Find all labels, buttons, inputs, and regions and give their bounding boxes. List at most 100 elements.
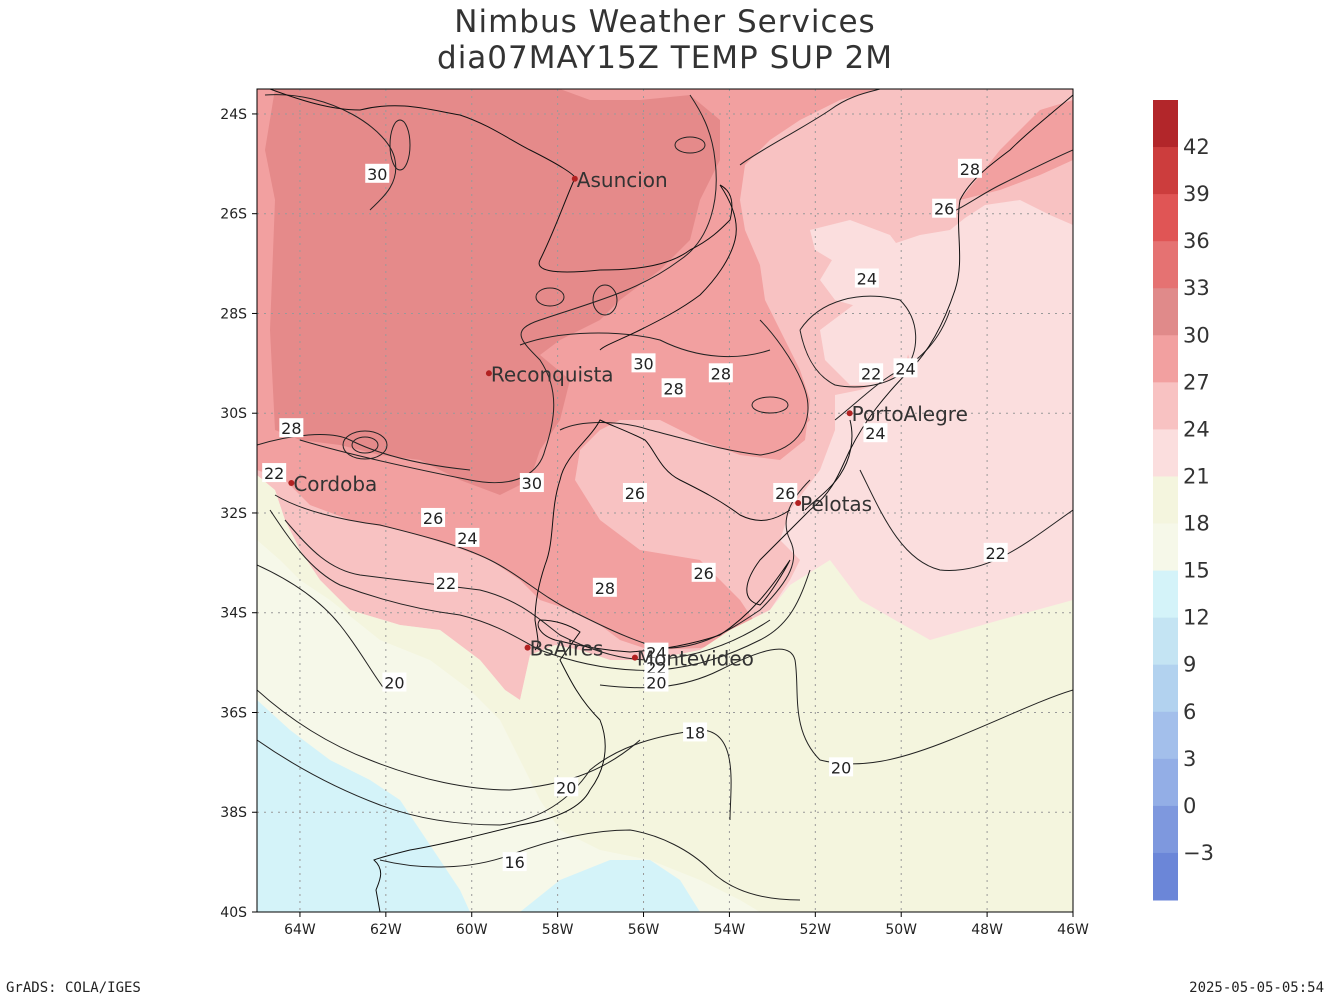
contour-label-box [455, 527, 480, 547]
band-12-15-west [257, 700, 470, 912]
river-uruguay [534, 564, 546, 651]
colorbar-label: 9 [1183, 653, 1196, 677]
contour-label-box [773, 483, 798, 503]
contour-label: 24 [857, 270, 877, 289]
colorbar-label: 3 [1183, 747, 1196, 771]
contour-label: 30 [522, 474, 542, 493]
contour-22 [269, 509, 811, 671]
contour-label: 20 [831, 758, 851, 777]
lon-tick-label: 62W [370, 922, 402, 938]
city-label: Montevideo [637, 647, 754, 671]
footer-grads-credit: GrADS: COLA/IGES [6, 980, 141, 996]
city-marker [846, 410, 853, 417]
band-12-15-south [520, 860, 700, 912]
contour-label-box [433, 572, 458, 592]
contour-label-box [519, 473, 544, 493]
contour-30 [299, 94, 717, 484]
colorbar-label: 21 [1183, 464, 1210, 488]
colorbar-swatch [1153, 429, 1178, 477]
contour-closed-cordoba [342, 430, 388, 460]
colorbar-swatch [1153, 617, 1178, 666]
city-marker [571, 175, 578, 182]
footer-timestamp: 2025-05-05-05:54 [1189, 980, 1324, 996]
coastlines-and-borders [269, 89, 1073, 912]
lon-tick-label: 54W [714, 922, 746, 938]
lon-tick-label: 56W [628, 922, 660, 938]
city-marker [795, 499, 802, 506]
filled-temperature-field [257, 89, 1073, 912]
contour-28-center [559, 319, 809, 456]
colorbar-label: 39 [1183, 182, 1210, 206]
contour-label-box [644, 672, 669, 692]
cool-blob-east [820, 300, 915, 385]
contour-labels: 3030302828282828262626262624242424242222… [262, 158, 1008, 872]
colorbar-label: 18 [1183, 512, 1210, 536]
city-marker [288, 480, 295, 487]
map-title-line1: Nimbus Weather Services [454, 4, 876, 40]
warm-blob-east [745, 380, 810, 440]
lat-tick-label: 24S [220, 107, 247, 123]
contour-label-box [691, 562, 716, 582]
lon-tick-label: 64W [284, 922, 316, 938]
contour-label-box [932, 198, 957, 218]
contour-label: 24 [457, 529, 477, 548]
city-label: Cordoba [293, 472, 377, 496]
contour-label-box [622, 483, 647, 503]
contour-label-box [708, 363, 733, 383]
contour-label: 28 [711, 364, 731, 383]
contour-label: 26 [775, 484, 795, 503]
contour-28-mid [519, 332, 771, 357]
contour-label-box [854, 268, 879, 288]
contour-label: 28 [281, 419, 301, 438]
lon-tick-label: 50W [885, 922, 917, 938]
contour-label-box [631, 353, 656, 373]
city-markers: Asuncion Reconquista Cordoba PortoAlegre Pel… [288, 168, 968, 671]
border-argentina-brazil [599, 184, 737, 351]
axis-ticks: 64W 62W 60W 58W 56W 54W 52W 50W 48W 46W 24S 26S 28S 3… [220, 107, 1089, 938]
contour-label: 28 [663, 379, 683, 398]
contour-label-box [983, 542, 1008, 562]
contour-22-east [859, 469, 1073, 571]
city-label: PortoAlegre [852, 402, 968, 426]
contour-label: 28 [595, 579, 615, 598]
lat-tick-label: 26S [220, 207, 247, 223]
city-label: BsAires [530, 637, 604, 661]
lon-tick-label: 46W [1057, 922, 1089, 938]
contour-label: 24 [865, 424, 885, 443]
contour-label: 22 [986, 544, 1006, 563]
contour-label: 20 [556, 778, 576, 797]
colorbar-label: 0 [1183, 794, 1196, 818]
city-label: Reconquista [491, 362, 614, 386]
lon-tick-label: 58W [542, 922, 574, 938]
contour-26 [274, 479, 811, 649]
colorbar-swatch [1153, 523, 1178, 572]
lat-tick-label: 30S [220, 406, 247, 422]
lon-tick-label: 48W [971, 922, 1003, 938]
colorbar-swatch [1153, 805, 1178, 854]
colorbar-swatch [1153, 194, 1178, 242]
colorbar-label: 30 [1183, 323, 1210, 347]
colorbar-label: 27 [1183, 370, 1210, 394]
colorbar-swatch [1153, 664, 1178, 713]
contour-label-box [382, 672, 407, 692]
cool-blob-ne [810, 220, 905, 270]
lat-tick-label: 38S [220, 805, 247, 821]
colorbar-swatch [1153, 288, 1178, 336]
contour-closed-north2 [592, 284, 618, 316]
lat-tick-label: 34S [220, 606, 247, 622]
lagoa-dos-patos [804, 419, 853, 511]
contour-closed-nw [389, 119, 411, 171]
contour-label-box [644, 642, 669, 662]
contour-closed-east [751, 396, 789, 414]
contour-closed-north3 [674, 136, 706, 154]
contour-label: 22 [436, 574, 456, 593]
colorbar-label: 15 [1183, 559, 1210, 583]
colorbar-swatch [1153, 241, 1178, 289]
lat-tick-label: 40S [220, 905, 247, 921]
contour-label-box [365, 163, 390, 183]
colorbar-label: 12 [1183, 606, 1210, 630]
contour-label-box [592, 577, 617, 597]
colorbar-swatch [1153, 100, 1178, 148]
city-label: Asuncion [577, 168, 668, 192]
